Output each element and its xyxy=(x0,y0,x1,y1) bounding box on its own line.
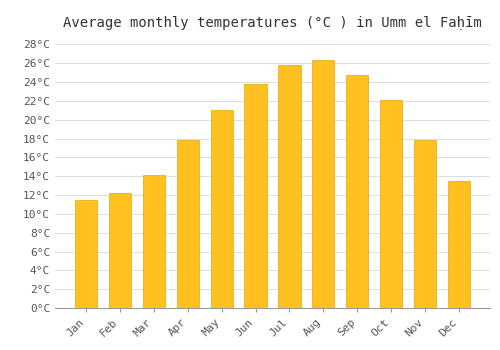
Bar xyxy=(75,200,97,308)
Bar xyxy=(380,100,402,308)
Bar xyxy=(414,140,436,308)
Bar xyxy=(108,193,131,308)
Bar xyxy=(346,75,368,308)
Title: Average monthly temperatures (°C ) in Umm el Faḥīm: Average monthly temperatures (°C ) in Um… xyxy=(63,16,482,30)
Bar xyxy=(278,65,300,308)
Bar xyxy=(244,84,266,308)
Bar xyxy=(142,175,165,308)
Bar xyxy=(176,140,199,308)
Bar xyxy=(312,61,334,308)
Bar xyxy=(210,110,233,308)
Bar xyxy=(448,181,470,308)
